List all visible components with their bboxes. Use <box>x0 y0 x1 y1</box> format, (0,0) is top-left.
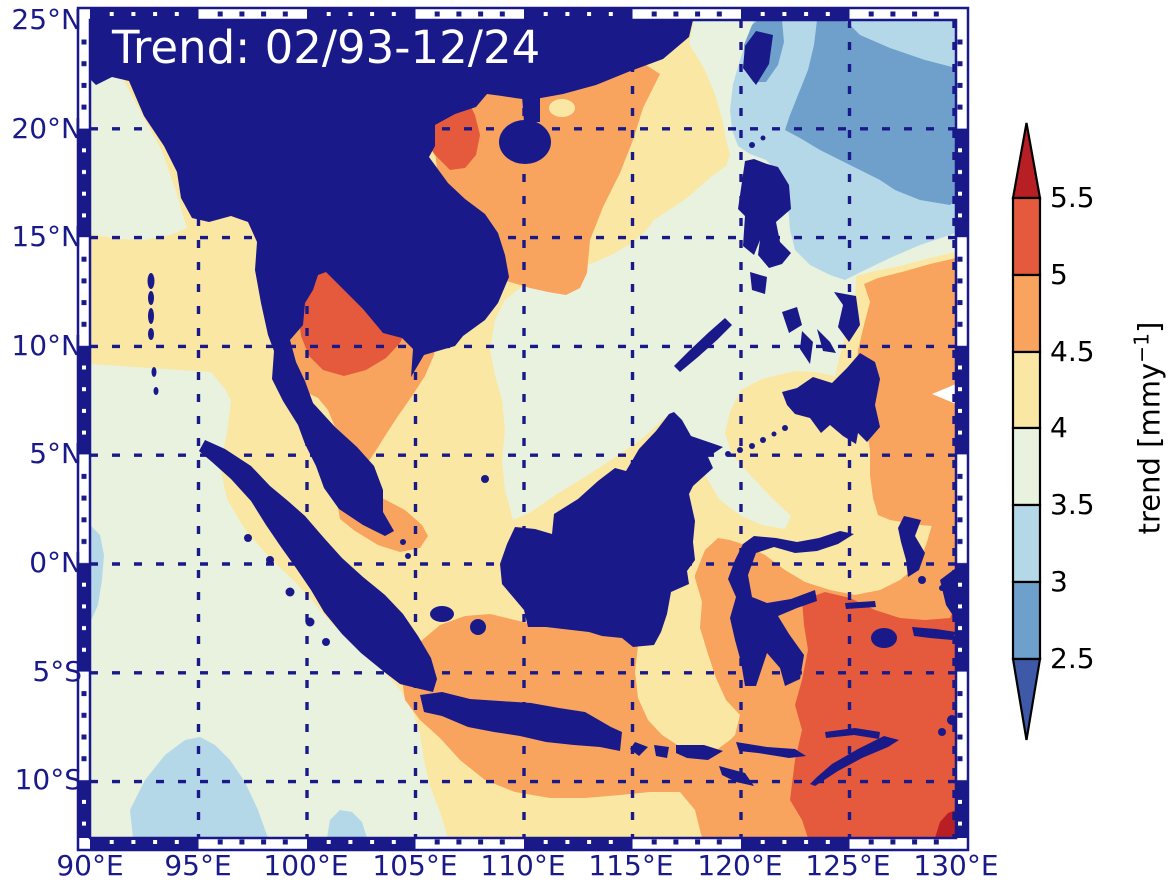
lat-tick-label: 5°S <box>32 655 82 688</box>
land-small-islands <box>147 273 956 736</box>
frame-bottom <box>90 838 956 850</box>
map-title: Trend: 02/93-12/24 <box>112 21 541 74</box>
frame-top <box>90 8 956 20</box>
lon-tick-label: 105°E <box>372 849 458 882</box>
colorbar-tick-label: 5 <box>1050 258 1068 291</box>
region-left-edge-lightblue <box>90 525 104 623</box>
colorbar-tick-label: 4.5 <box>1050 335 1095 368</box>
land-visayas <box>782 292 860 364</box>
colorbar-tick-label: 5.5 <box>1050 181 1095 214</box>
map-frame <box>76 6 970 852</box>
frame-outer-line <box>76 6 970 852</box>
frame-corners <box>78 8 968 850</box>
land-lesser-sunda <box>630 728 899 786</box>
lon-tick-label: 90°E <box>56 849 124 882</box>
colorbar-axis-label-sup: −1 <box>1129 332 1154 363</box>
region-banda-red <box>790 592 956 838</box>
colorbar-axis-label-pre: trend [mmy <box>1132 362 1167 535</box>
frame-inner-line <box>88 18 958 840</box>
colorbar-segment-3-3.5 <box>1011 503 1042 584</box>
region-philippine-sea-steelblue <box>785 20 956 205</box>
region-nodata-notch <box>932 384 956 404</box>
lon-tick-label: 95°E <box>164 849 232 882</box>
map-canvas <box>76 6 970 852</box>
lat-tick-label: 0°N <box>29 546 82 579</box>
region-east-mindanao-orange <box>856 258 956 528</box>
colorbar-segment-4.5-5 <box>1011 273 1042 354</box>
lon-tick-label: 125°E <box>805 849 891 882</box>
land-sulawesi <box>728 531 854 686</box>
lon-tick-label: 110°E <box>480 849 566 882</box>
region-corner-darkred <box>935 810 956 838</box>
land-mindoro <box>750 272 767 294</box>
land-mainland-asia <box>90 20 693 536</box>
colorbar-segment-3.5-4 <box>1011 426 1042 507</box>
land-palawan <box>674 318 732 372</box>
lon-tick-label: 115°E <box>588 849 674 882</box>
frame-right <box>956 20 968 838</box>
land-luzon <box>738 159 791 268</box>
landmasses <box>90 20 956 786</box>
colorbar-segment-2.5-3 <box>1011 580 1042 661</box>
colorbar-segment-4-4.5 <box>1011 350 1042 430</box>
colorbar-arrow-over <box>1011 122 1042 200</box>
region-southwest-lightblue-blob <box>130 737 268 838</box>
region-south-small-lightblue <box>327 810 367 838</box>
land-buru <box>871 628 897 648</box>
land-sumatra <box>199 440 437 692</box>
colorbar <box>1011 122 1042 741</box>
land-java <box>420 692 622 751</box>
colorbar-arrow-under <box>1011 657 1042 741</box>
colorbar-axis-label-post: ] <box>1132 321 1167 333</box>
region-leizhou-yellow-spot <box>549 99 575 117</box>
land-mindanao <box>782 353 880 444</box>
lat-tick-label: 15°N <box>11 220 82 253</box>
colorbar-tick-label: 3.5 <box>1050 488 1095 521</box>
lon-tick-label: 100°E <box>263 849 349 882</box>
colorbar-tick-label: 2.5 <box>1050 642 1095 675</box>
lat-tick-label: 20°N <box>11 112 82 145</box>
lat-tick-label: 5°N <box>29 437 82 470</box>
colorbar-axis-label: trend [mmy−1] <box>1130 322 1167 535</box>
frame-left <box>78 20 90 838</box>
land-hainan <box>499 120 551 164</box>
region-southwest-indian-ocean-green <box>90 364 448 838</box>
lat-tick-label: 25°N <box>11 3 82 36</box>
lat-tick-label: 10°N <box>11 329 82 362</box>
land-sulu-islands <box>725 135 788 457</box>
lon-tick-label: 130°E <box>913 849 999 882</box>
lon-tick-label: 120°E <box>697 849 783 882</box>
colorbar-tick-label: 3 <box>1050 565 1068 598</box>
region-bay-of-bengal-green <box>90 59 187 240</box>
colorbar-segment-5-5.5 <box>1011 196 1042 277</box>
land-borneo <box>500 412 723 647</box>
lat-tick-label: 10°S <box>14 763 82 796</box>
land-taiwan <box>743 31 773 85</box>
colorbar-tick-label: 4 <box>1050 411 1068 444</box>
